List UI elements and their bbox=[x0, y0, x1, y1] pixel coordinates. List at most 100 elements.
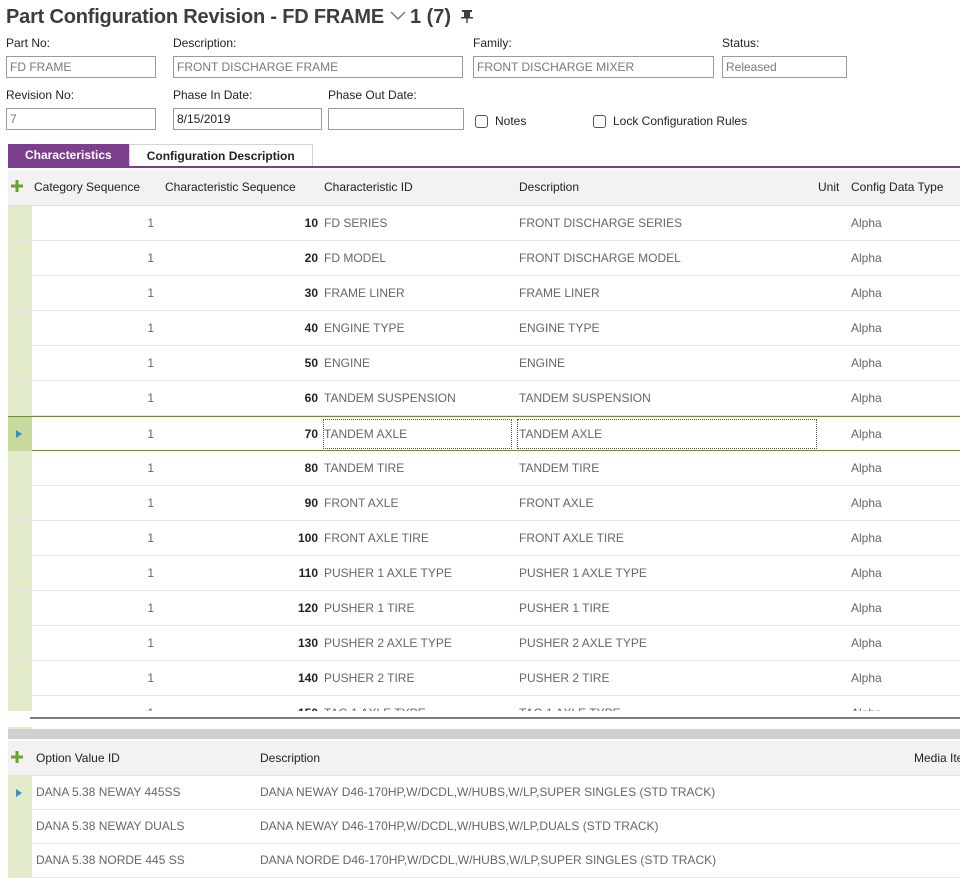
column-header-category-sequence[interactable]: Category Sequence bbox=[34, 180, 141, 194]
lock-configuration-rules-checkbox-box[interactable] bbox=[593, 114, 606, 128]
add-option-icon[interactable] bbox=[10, 750, 24, 764]
cell-description[interactable]: PUSHER 2 AXLE TYPE bbox=[519, 636, 647, 650]
description-field[interactable]: FRONT DISCHARGE FRAME bbox=[173, 56, 463, 78]
cell-config-data-type[interactable]: Alpha bbox=[851, 251, 882, 265]
cell-config-data-type[interactable]: Alpha bbox=[851, 496, 882, 510]
cell-characteristic-id[interactable]: FRAME LINER bbox=[324, 286, 405, 300]
row-selector[interactable] bbox=[8, 276, 32, 310]
cell-characteristic-id[interactable]: ENGINE TYPE bbox=[324, 321, 405, 335]
table-row[interactable]: 1 10 FD SERIES FRONT DISCHARGE SERIES Alpha bbox=[8, 206, 960, 241]
cell-characteristic-id[interactable]: PUSHER 1 TIRE bbox=[324, 601, 415, 615]
cell-category-sequence[interactable]: 1 bbox=[147, 531, 154, 545]
table-row[interactable]: 1 50 ENGINE ENGINE Alpha bbox=[8, 346, 960, 381]
column-header-unit[interactable]: Unit bbox=[818, 180, 840, 194]
cell-characteristic-sequence[interactable]: 50 bbox=[304, 356, 318, 370]
pin-icon[interactable] bbox=[461, 9, 474, 26]
column-header-description[interactable]: Description bbox=[519, 180, 580, 194]
cell-option-description[interactable]: DANA NORDE D46-170HP,W/DCDL,W/HUBS,W/LP,… bbox=[260, 853, 717, 867]
table-row[interactable]: 1 40 ENGINE TYPE ENGINE TYPE Alpha bbox=[8, 311, 960, 346]
cell-config-data-type[interactable]: Alpha bbox=[851, 356, 882, 370]
table-row[interactable]: 1 20 FD MODEL FRONT DISCHARGE MODEL Alpha bbox=[8, 241, 960, 276]
revision-selector[interactable]: 1 (7) bbox=[409, 5, 452, 28]
cell-category-sequence[interactable]: 1 bbox=[147, 601, 154, 615]
column-header-option-description[interactable]: Description bbox=[260, 751, 321, 765]
option-row[interactable]: DANA 5.38 NEWAY DUALS DANA NEWAY D46-170H… bbox=[8, 810, 960, 844]
cell-category-sequence[interactable]: 1 bbox=[147, 496, 154, 510]
phase-out-date-field[interactable] bbox=[328, 108, 464, 130]
cell-characteristic-sequence[interactable]: 40 bbox=[304, 321, 318, 335]
cell-characteristic-sequence[interactable]: 30 bbox=[304, 286, 318, 300]
chevron-down-icon[interactable] bbox=[390, 10, 406, 25]
cell-characteristic-id[interactable]: FD SERIES bbox=[324, 216, 388, 230]
cell-characteristic-id[interactable]: ENGINE bbox=[324, 356, 371, 370]
row-selector[interactable] bbox=[8, 417, 32, 451]
row-selector[interactable] bbox=[8, 844, 32, 877]
cell-characteristic-sequence[interactable]: 60 bbox=[304, 391, 318, 405]
cell-category-sequence[interactable]: 1 bbox=[147, 427, 154, 441]
cell-option-value-id[interactable]: DANA 5.38 NORDE 445 SS bbox=[36, 853, 185, 867]
column-header-config-data-type[interactable]: Config Data Type bbox=[851, 180, 944, 194]
cell-category-sequence[interactable]: 1 bbox=[147, 356, 154, 370]
part-no-field[interactable]: FD FRAME bbox=[6, 56, 156, 78]
cell-description[interactable]: TANDEM AXLE bbox=[515, 417, 819, 451]
cell-description[interactable]: FRONT AXLE TIRE bbox=[519, 531, 624, 545]
status-field[interactable]: Released bbox=[722, 56, 847, 78]
table-row[interactable]: 1 70 TANDEM AXLE TANDEM AXLE Alpha bbox=[8, 416, 960, 451]
cell-category-sequence[interactable]: 1 bbox=[147, 286, 154, 300]
column-header-option-value-id[interactable]: Option Value ID bbox=[36, 751, 120, 765]
cell-characteristic-sequence[interactable]: 120 bbox=[297, 601, 318, 615]
row-selector[interactable] bbox=[8, 451, 32, 485]
table-row[interactable]: 1 90 FRONT AXLE FRONT AXLE Alpha bbox=[8, 486, 960, 521]
phase-in-date-field[interactable]: 8/15/2019 bbox=[173, 108, 322, 130]
table-row[interactable]: 1 100 FRONT AXLE TIRE FRONT AXLE TIRE Alpha bbox=[8, 521, 960, 556]
cell-category-sequence[interactable]: 1 bbox=[147, 566, 154, 580]
row-selector[interactable] bbox=[8, 661, 32, 695]
cell-description[interactable]: FRONT DISCHARGE SERIES bbox=[519, 216, 683, 230]
panel-splitter[interactable] bbox=[8, 729, 960, 739]
cell-characteristic-sequence[interactable]: 90 bbox=[304, 496, 318, 510]
cell-description[interactable]: FRAME LINER bbox=[519, 286, 600, 300]
cell-description[interactable]: ENGINE TYPE bbox=[519, 321, 600, 335]
cell-description[interactable]: FRONT AXLE bbox=[519, 496, 594, 510]
row-selector[interactable] bbox=[8, 486, 32, 520]
revision-no-field[interactable]: 7 bbox=[6, 108, 156, 130]
row-selector[interactable] bbox=[8, 346, 32, 380]
cell-config-data-type[interactable]: Alpha bbox=[851, 566, 882, 580]
cell-config-data-type[interactable]: Alpha bbox=[851, 216, 882, 230]
row-selector[interactable] bbox=[8, 591, 32, 625]
cell-category-sequence[interactable]: 1 bbox=[147, 321, 154, 335]
scrollbar-thumb[interactable] bbox=[30, 717, 960, 719]
family-field[interactable]: FRONT DISCHARGE MIXER bbox=[473, 56, 714, 78]
cell-characteristic-sequence[interactable]: 110 bbox=[298, 566, 318, 580]
cell-characteristic-id[interactable]: PUSHER 2 TIRE bbox=[324, 671, 415, 685]
option-row[interactable]: DANA 5.38 NEWAY 445SS DANA NEWAY D46-170H… bbox=[8, 776, 960, 810]
notes-checkbox-box[interactable] bbox=[475, 114, 488, 128]
cell-option-value-id[interactable]: DANA 5.38 NEWAY 445SS bbox=[36, 785, 181, 799]
column-header-media-item[interactable]: Media Ite bbox=[914, 751, 960, 765]
cell-characteristic-sequence[interactable]: 140 bbox=[297, 671, 318, 685]
row-selector[interactable] bbox=[8, 241, 32, 275]
cell-option-description[interactable]: DANA NEWAY D46-170HP,W/DCDL,W/HUBS,W/LP,… bbox=[260, 819, 659, 833]
cell-config-data-type[interactable]: Alpha bbox=[851, 671, 882, 685]
cell-config-data-type[interactable]: Alpha bbox=[851, 601, 882, 615]
cell-description[interactable]: PUSHER 1 AXLE TYPE bbox=[519, 566, 647, 580]
cell-option-value-id[interactable]: DANA 5.38 NEWAY DUALS bbox=[36, 819, 185, 833]
cell-characteristic-id[interactable]: TANDEM SUSPENSION bbox=[324, 391, 456, 405]
table-row[interactable]: 1 30 FRAME LINER FRAME LINER Alpha bbox=[8, 276, 960, 311]
lock-configuration-rules-checkbox[interactable]: Lock Configuration Rules bbox=[593, 114, 747, 128]
table-row[interactable]: 1 60 TANDEM SUSPENSION TANDEM SUSPENSION Alp… bbox=[8, 381, 960, 416]
cell-option-description[interactable]: DANA NEWAY D46-170HP,W/DCDL,W/HUBS,W/LP,… bbox=[260, 785, 716, 799]
option-row[interactable]: DANA 5.38 NORDE 445 SS DANA NORDE D46-170… bbox=[8, 844, 960, 878]
row-selector[interactable] bbox=[8, 311, 32, 345]
cell-characteristic-sequence[interactable]: 80 bbox=[304, 461, 318, 475]
row-selector[interactable] bbox=[8, 626, 32, 660]
cell-category-sequence[interactable]: 1 bbox=[147, 636, 154, 650]
cell-characteristic-id[interactable]: PUSHER 2 AXLE TYPE bbox=[324, 636, 452, 650]
row-selector[interactable] bbox=[8, 810, 32, 843]
cell-category-sequence[interactable]: 1 bbox=[147, 461, 154, 475]
cell-description[interactable]: TANDEM SUSPENSION bbox=[519, 391, 651, 405]
column-header-characteristic-id[interactable]: Characteristic ID bbox=[324, 180, 413, 194]
row-selector[interactable] bbox=[8, 556, 32, 590]
column-header-characteristic-sequence[interactable]: Characteristic Sequence bbox=[165, 180, 296, 194]
notes-checkbox[interactable]: Notes bbox=[475, 114, 526, 128]
